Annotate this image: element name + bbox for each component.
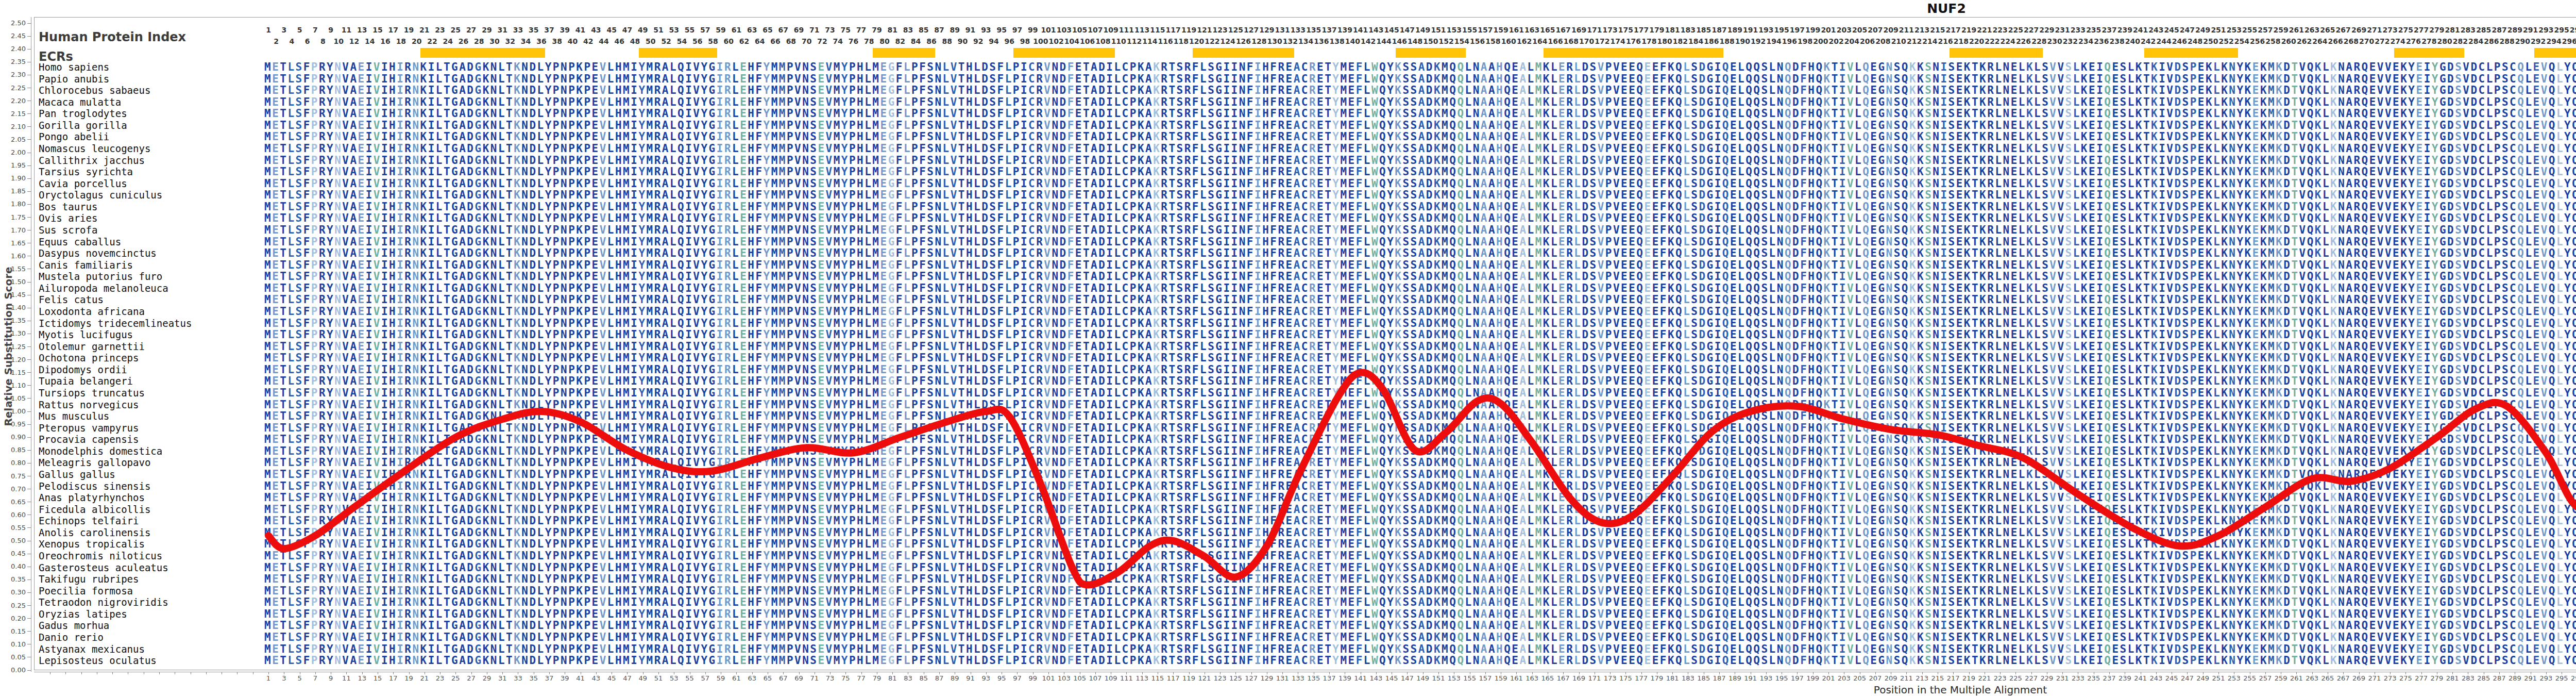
human-protein-index-curve [0,0,2576,696]
